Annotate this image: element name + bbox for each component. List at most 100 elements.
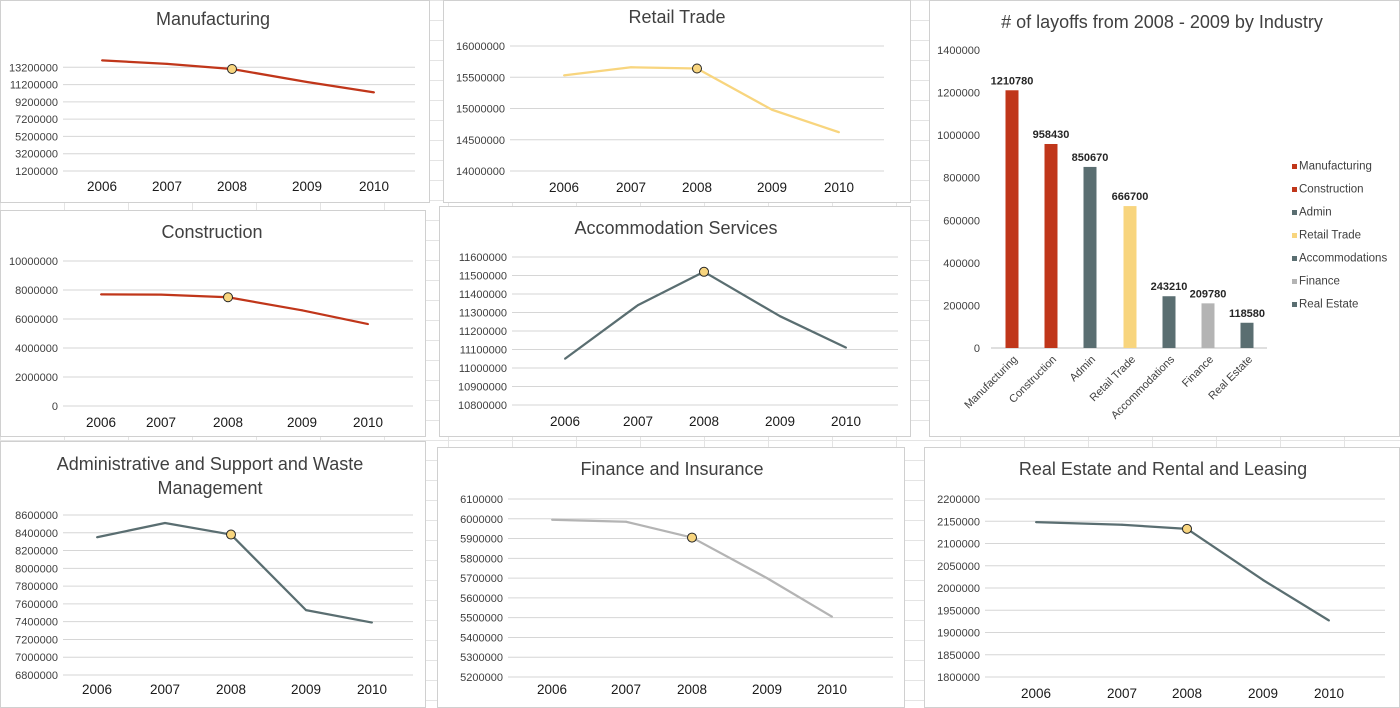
y-tick-label: 11200000 bbox=[459, 326, 507, 338]
legend-label: Accommodations bbox=[1299, 253, 1387, 265]
x-tick-label: 2008 bbox=[216, 682, 246, 697]
legend-label: Admin bbox=[1299, 207, 1332, 219]
data-point bbox=[779, 315, 781, 318]
y-tick-label: 11400000 bbox=[459, 289, 507, 301]
legend-swatch bbox=[1292, 210, 1297, 215]
y-tick-label: 14000000 bbox=[456, 166, 505, 178]
data-point bbox=[373, 91, 375, 94]
data-point bbox=[166, 62, 168, 65]
x-tick-label: 2008 bbox=[689, 414, 719, 429]
x-tick-label: 2007 bbox=[146, 415, 176, 430]
data-point bbox=[630, 66, 632, 69]
data-point bbox=[160, 293, 162, 296]
y-tick-label: 16000000 bbox=[456, 41, 505, 53]
x-tick-label: 2009 bbox=[291, 682, 321, 697]
y-tick-label: 2000000 bbox=[15, 372, 58, 384]
y-tick-label: 8000000 bbox=[15, 563, 58, 575]
data-label: 666700 bbox=[1112, 191, 1149, 203]
y-tick-label: 8400000 bbox=[15, 528, 58, 540]
data-point bbox=[1121, 523, 1123, 526]
y-tick-label: 7800000 bbox=[15, 581, 58, 593]
x-tick-label: 2010 bbox=[359, 179, 389, 194]
chart-title: Construction bbox=[161, 222, 262, 242]
accommodation-services-chart-panel[interactable]: Accommodation Services 11600000 11500000 11… bbox=[439, 206, 911, 437]
y-tick-label: 15000000 bbox=[456, 104, 505, 116]
x-tick-label: 2010 bbox=[824, 180, 854, 195]
x-tick-label: 2009 bbox=[765, 414, 795, 429]
legend-swatch bbox=[1292, 233, 1297, 238]
y-tick-label: 0 bbox=[52, 401, 58, 413]
y-tick-label: 5500000 bbox=[460, 613, 503, 625]
finance-insurance-chart-panel[interactable]: Finance and Insurance 6100000 6000000 59000… bbox=[437, 447, 905, 708]
highlight-data-point bbox=[226, 529, 236, 540]
y-tick-label: 2150000 bbox=[937, 516, 980, 528]
series-line bbox=[1035, 521, 1330, 622]
manufacturing-chart-panel[interactable]: Manufacturing 13200000 11200000 9200000 7200… bbox=[0, 0, 430, 203]
real-estate-rental-leasing-chart-panel[interactable]: Real Estate and Rental and Leasing 220000… bbox=[924, 447, 1400, 708]
y-tick-label: 6800000 bbox=[15, 670, 58, 682]
series-line bbox=[100, 293, 369, 326]
construction-chart-panel[interactable]: Construction 10000000 8000000 6000000 400000… bbox=[0, 210, 426, 437]
y-tick-label: 10900000 bbox=[458, 382, 507, 394]
x-tick-label: 2006 bbox=[86, 415, 116, 430]
data-point bbox=[367, 323, 369, 326]
data-point bbox=[831, 615, 833, 618]
y-tick-label: 1400000 bbox=[937, 45, 980, 57]
legend-swatch bbox=[1292, 187, 1297, 192]
y-tick-label: 6100000 bbox=[460, 494, 503, 506]
y-tick-label: 1850000 bbox=[937, 650, 980, 662]
data-point bbox=[305, 609, 307, 612]
y-tick-label: 5200000 bbox=[15, 131, 58, 143]
y-tick-label: 5300000 bbox=[460, 652, 503, 664]
y-tick-label: 11500000 bbox=[459, 271, 507, 283]
data-point bbox=[306, 80, 308, 83]
chart-title: Real Estate and Rental and Leasing bbox=[1019, 459, 1307, 479]
retail-trade-chart-panel[interactable]: Retail Trade 16000000 15500000 15000000 1450… bbox=[443, 0, 911, 203]
highlight-data-point bbox=[1182, 523, 1192, 534]
x-tick-label: 2008 bbox=[1172, 686, 1202, 701]
legend-label: Real Estate bbox=[1299, 299, 1358, 311]
x-tick-label: 2007 bbox=[150, 682, 180, 697]
legend-label: Retail Trade bbox=[1299, 230, 1361, 242]
bar bbox=[1162, 296, 1176, 348]
data-point bbox=[100, 293, 102, 296]
y-tick-label: 1950000 bbox=[937, 605, 980, 617]
legend-label: Construction bbox=[1299, 184, 1364, 196]
y-tick-label: 7200000 bbox=[15, 114, 58, 126]
chart-title: # of layoffs from 2008 - 2009 by Industr… bbox=[1001, 12, 1323, 32]
y-tick-label: 9200000 bbox=[15, 97, 58, 109]
data-point bbox=[838, 131, 840, 134]
data-point bbox=[371, 621, 373, 624]
data-point bbox=[625, 520, 627, 523]
series-line bbox=[564, 270, 847, 360]
x-tick-label: 2007 bbox=[1107, 686, 1137, 701]
chart-title: Accommodation Services bbox=[574, 218, 777, 238]
x-tick-label: 2006 bbox=[550, 414, 580, 429]
x-tick-label: 2007 bbox=[611, 682, 641, 697]
x-tick-label: 2009 bbox=[287, 415, 317, 430]
data-label: 1210780 bbox=[991, 75, 1034, 87]
y-tick-label: 6000000 bbox=[15, 314, 58, 326]
x-tick-label: 2009 bbox=[292, 179, 322, 194]
data-point bbox=[766, 577, 768, 580]
bar bbox=[1044, 143, 1058, 348]
y-tick-label: 1200000 bbox=[937, 88, 980, 100]
administrative-support-waste-chart-panel[interactable]: Administrative and Support and Waste Mana… bbox=[0, 441, 426, 708]
data-point bbox=[101, 59, 103, 62]
x-tick-label: 2008 bbox=[217, 179, 247, 194]
y-tick-label: 800000 bbox=[943, 173, 980, 185]
data-label: 958430 bbox=[1033, 129, 1070, 141]
y-tick-label: 8200000 bbox=[15, 546, 58, 558]
bar bbox=[1123, 206, 1137, 348]
highlight-data-point bbox=[699, 266, 709, 277]
highlight-data-point bbox=[223, 292, 233, 303]
data-label: 243210 bbox=[1151, 281, 1188, 293]
layoffs-by-industry-chart-panel[interactable]: # of layoffs from 2008 - 2009 by Industr… bbox=[929, 0, 1400, 437]
x-tick-label: 2009 bbox=[757, 180, 787, 195]
y-tick-label: 1800000 bbox=[937, 672, 980, 684]
y-tick-label: 4000000 bbox=[15, 343, 58, 355]
chart-title: Retail Trade bbox=[628, 7, 725, 27]
category-label: Admin bbox=[1068, 354, 1099, 385]
data-point bbox=[1262, 578, 1264, 581]
data-point bbox=[96, 536, 98, 539]
